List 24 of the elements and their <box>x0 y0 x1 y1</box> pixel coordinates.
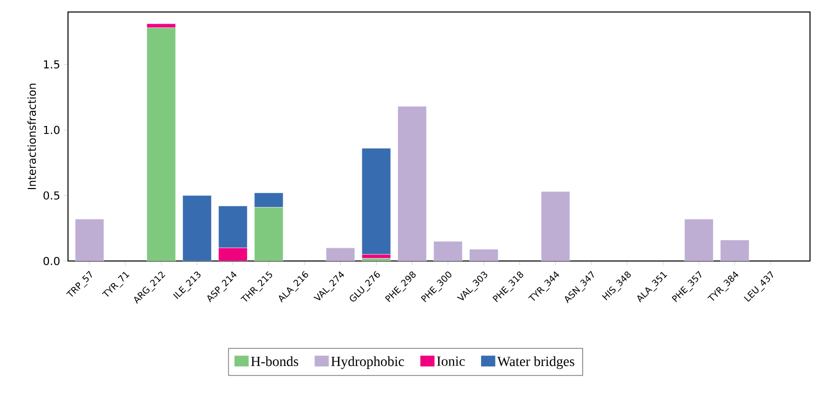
bar <box>684 218 714 261</box>
y-tick-label: 1.5 <box>44 60 60 68</box>
y-tick-label: 1.0 <box>44 126 60 134</box>
bar <box>469 249 498 261</box>
bar <box>254 207 284 261</box>
bar <box>433 241 462 261</box>
bar <box>326 248 355 261</box>
y-axis-title: Interactionsfraction <box>27 84 36 190</box>
bar <box>254 192 284 208</box>
legend-label: Water bridges <box>497 356 574 370</box>
bar <box>541 191 570 261</box>
legend-label: H-bonds <box>251 356 298 366</box>
bar <box>720 240 750 261</box>
y-tick-label: 0.0 <box>44 256 60 266</box>
legend-label: Hydrophobic <box>331 356 404 370</box>
bar <box>75 218 104 261</box>
bar <box>362 148 391 255</box>
legend-label: Ionic <box>437 356 465 366</box>
bar <box>218 206 248 248</box>
bar <box>398 106 427 261</box>
bar <box>218 248 248 261</box>
y-tick-label: 0.5 <box>44 191 60 200</box>
bar <box>182 195 212 261</box>
bar <box>146 28 176 261</box>
